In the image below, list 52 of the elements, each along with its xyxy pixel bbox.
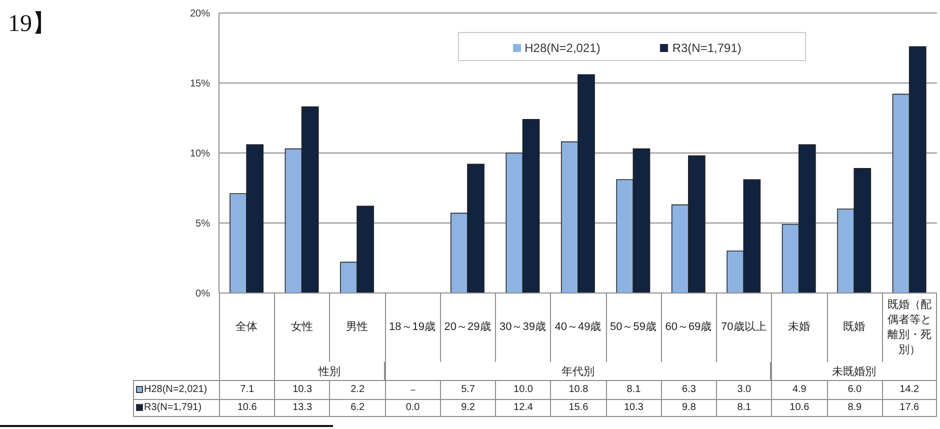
legend-label: R3(N=1,791) [672,41,742,55]
x-tick-label: 未婚 [788,320,810,335]
x-tick-label: 18～19歳 [389,320,436,335]
x-tick-label: 既婚 [843,320,866,335]
x-tick-label: 70歳以上 [721,320,766,335]
y-tick-label: 0% [196,288,210,300]
data-label: 17.6 [900,402,920,414]
text: H28(N=2,021) [144,384,208,396]
data-label: 14.2 [900,384,920,396]
x-tick-label: 50～59歳 [610,320,656,335]
legend-label: H28(N=2,021) [524,41,600,55]
text: 未既婚別 [832,364,876,378]
x-tick-label: 40～49歳 [554,320,602,335]
data-label: 3.0 [737,384,752,396]
text: 年代別 [561,364,594,378]
y-tick-label: 15% [190,78,210,90]
x-tick-label: 全体 [236,320,258,335]
data-label: 10.8 [568,384,588,396]
y-tick-label: 20% [190,8,210,20]
chart-title: 19】 [8,11,56,37]
x-tick-label: 既婚（配偶者等と離別・死別） [886,298,932,358]
x-tick-label: 女性 [290,320,313,335]
data-label: 2.2 [350,384,365,396]
text: R3(N=1,791) [144,402,202,414]
data-label: 6.3 [682,384,696,396]
data-label: 7.1 [240,384,254,396]
data-label: 5.7 [461,384,475,396]
data-label: 8.9 [848,402,862,414]
data-label: 10.6 [790,402,810,414]
data-label: 15.6 [568,402,588,414]
y-tick-label: 10% [190,148,210,160]
x-tick-label: 男性 [346,320,368,335]
data-label: 9.8 [682,402,696,414]
x-tick-label: 30～39歳 [500,320,546,335]
data-label: 13.3 [292,402,312,414]
data-label: 10.6 [237,402,257,414]
data-label: 4.9 [792,384,806,396]
x-tick-label: 60～69歳 [665,320,712,335]
text: 性別 [318,364,340,378]
data-label: 6.2 [350,402,365,414]
data-label: 8.1 [737,402,752,414]
x-tick-label: 20～29歳 [444,320,491,335]
data-label: 0.0 [406,402,420,414]
data-label: 8.1 [626,384,641,396]
data-label: 9.2 [461,402,475,414]
data-label: 6.0 [848,384,862,396]
data-label: 10.3 [292,384,312,396]
text: － [408,384,418,396]
data-label: 10.0 [514,384,533,396]
data-label: 10.3 [624,402,644,414]
y-tick-label: 5% [196,218,210,230]
data-label: 12.4 [514,402,533,414]
